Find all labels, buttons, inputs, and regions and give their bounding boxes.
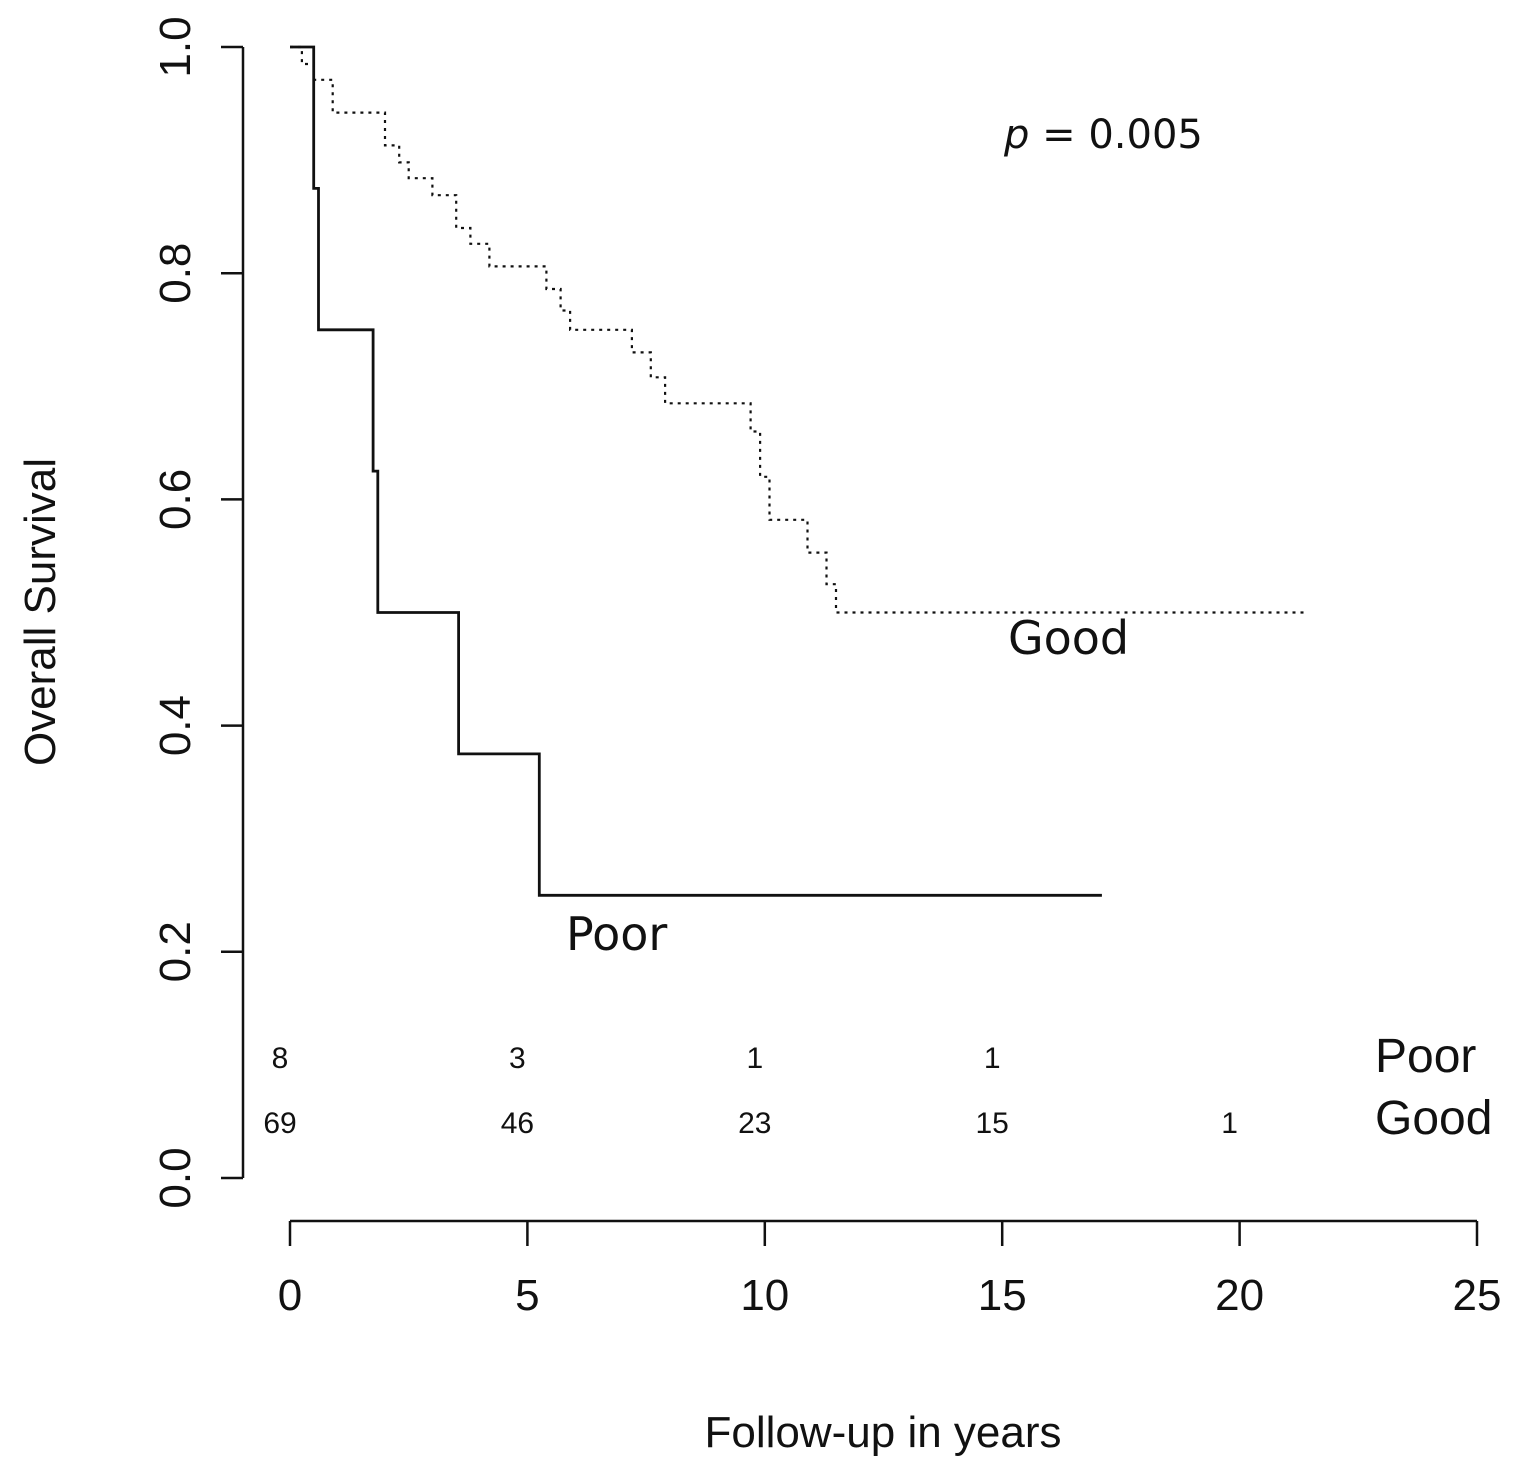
risk-count-poor-5: 3 bbox=[509, 1042, 526, 1075]
risk-count-good-0: 69 bbox=[263, 1107, 296, 1140]
y-tick-label-3: 0.6 bbox=[151, 469, 200, 530]
poor-curve-label: Poor bbox=[566, 907, 667, 961]
curve-good bbox=[290, 45, 1307, 614]
risk-count-poor-0: 8 bbox=[272, 1042, 289, 1075]
risk-count-poor-10: 1 bbox=[746, 1042, 763, 1075]
x-tick-label-2: 10 bbox=[740, 1271, 789, 1320]
y-tick-label-5: 1.0 bbox=[151, 16, 200, 77]
x-axis-title: Follow-up in years bbox=[704, 1408, 1061, 1457]
y-tick-label-4: 0.8 bbox=[151, 243, 200, 304]
risk-row-label-poor: Poor bbox=[1375, 1030, 1476, 1083]
p-value-annotation: p = 0.005 bbox=[1003, 112, 1203, 158]
p-value-symbol: p bbox=[1003, 112, 1029, 158]
y-tick-label-0: 0.0 bbox=[151, 1147, 200, 1208]
y-tick-label-2: 0.4 bbox=[151, 695, 200, 756]
p-value-text: = 0.005 bbox=[1029, 112, 1202, 158]
x-axis-ticks: 0 5 10 15 20 25 bbox=[278, 1221, 1502, 1320]
y-tick-label-1: 0.2 bbox=[151, 921, 200, 982]
risk-count-poor-15: 1 bbox=[984, 1042, 1001, 1075]
y-axis-ticks: 0.0 0.2 0.4 0.6 0.8 1.0 bbox=[151, 16, 243, 1209]
curve-poor bbox=[290, 45, 1102, 897]
risk-count-good-20: 1 bbox=[1221, 1107, 1238, 1140]
risk-row-label-good: Good bbox=[1375, 1092, 1492, 1145]
risk-count-good-10: 23 bbox=[738, 1107, 771, 1140]
x-tick-label-4: 20 bbox=[1215, 1271, 1264, 1320]
x-tick-label-0: 0 bbox=[278, 1271, 302, 1320]
y-axis-title: Overall Survival bbox=[16, 458, 65, 766]
x-tick-label-3: 15 bbox=[978, 1271, 1027, 1320]
risk-count-good-15: 15 bbox=[976, 1107, 1009, 1140]
x-tick-label-1: 5 bbox=[515, 1271, 539, 1320]
survival-curves bbox=[290, 45, 1307, 897]
x-tick-label-5: 25 bbox=[1453, 1271, 1502, 1320]
risk-table: 8 3 1 1 69 46 23 15 1 bbox=[263, 1042, 1238, 1140]
risk-count-good-5: 46 bbox=[501, 1107, 534, 1140]
good-curve-label: Good bbox=[1008, 611, 1129, 665]
